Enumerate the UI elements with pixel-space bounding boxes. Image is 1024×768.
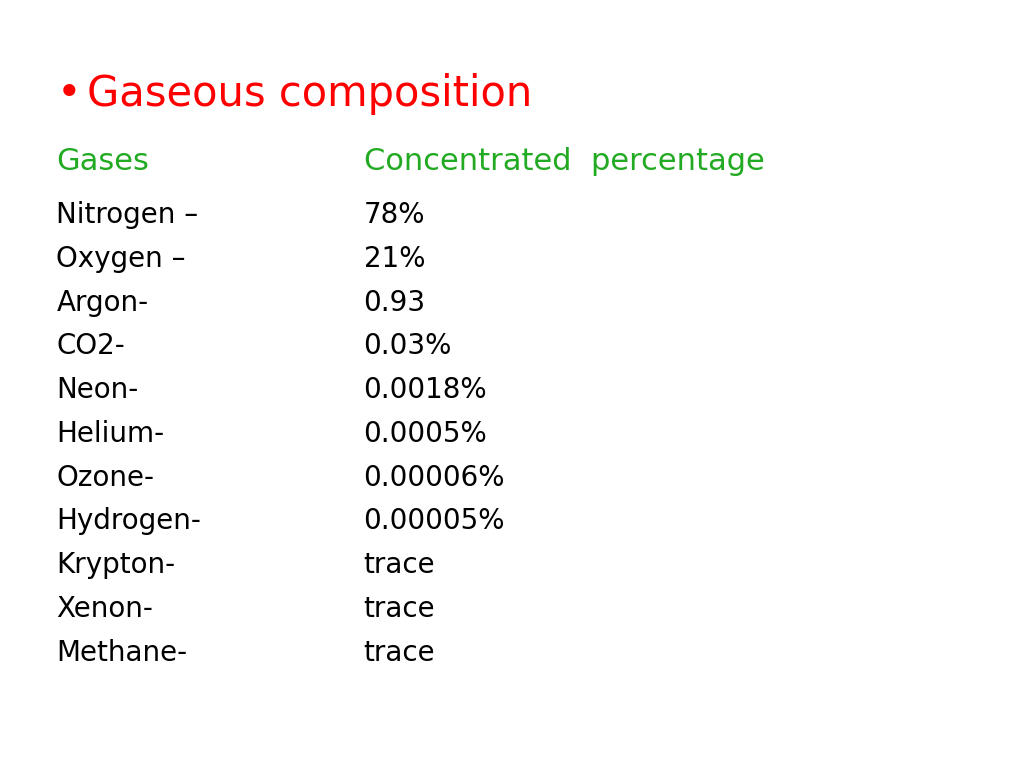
Text: 0.00005%: 0.00005%	[364, 508, 505, 535]
Text: CO2-: CO2-	[56, 333, 125, 360]
Text: trace: trace	[364, 551, 435, 579]
Text: Xenon-: Xenon-	[56, 595, 154, 623]
Text: Helium-: Helium-	[56, 420, 165, 448]
Text: 78%: 78%	[364, 201, 425, 229]
Text: Nitrogen –: Nitrogen –	[56, 201, 199, 229]
Text: Argon-: Argon-	[56, 289, 148, 316]
Text: Gaseous composition: Gaseous composition	[87, 73, 532, 114]
Text: 0.93: 0.93	[364, 289, 426, 316]
Text: trace: trace	[364, 639, 435, 667]
Text: Oxygen –: Oxygen –	[56, 245, 185, 273]
Text: Neon-: Neon-	[56, 376, 138, 404]
Text: 0.0005%: 0.0005%	[364, 420, 487, 448]
Text: Krypton-: Krypton-	[56, 551, 175, 579]
Text: trace: trace	[364, 595, 435, 623]
Text: Ozone-: Ozone-	[56, 464, 155, 492]
Text: Methane-: Methane-	[56, 639, 187, 667]
Text: 0.0018%: 0.0018%	[364, 376, 487, 404]
Text: Concentrated  percentage: Concentrated percentage	[364, 147, 764, 176]
Text: •: •	[56, 73, 81, 114]
Text: Hydrogen-: Hydrogen-	[56, 508, 201, 535]
Text: Gases: Gases	[56, 147, 150, 176]
Text: 21%: 21%	[364, 245, 425, 273]
Text: 0.03%: 0.03%	[364, 333, 452, 360]
Text: 0.00006%: 0.00006%	[364, 464, 505, 492]
